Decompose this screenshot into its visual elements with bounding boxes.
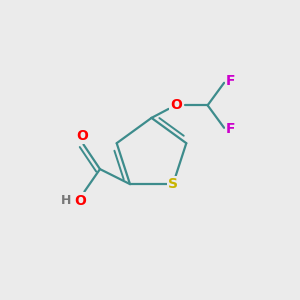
Text: H: H <box>61 194 71 207</box>
Text: O: O <box>170 98 182 112</box>
Text: O: O <box>76 129 88 143</box>
Text: F: F <box>226 122 236 136</box>
Text: F: F <box>226 74 236 88</box>
Text: S: S <box>168 177 178 191</box>
Text: O: O <box>74 194 86 208</box>
